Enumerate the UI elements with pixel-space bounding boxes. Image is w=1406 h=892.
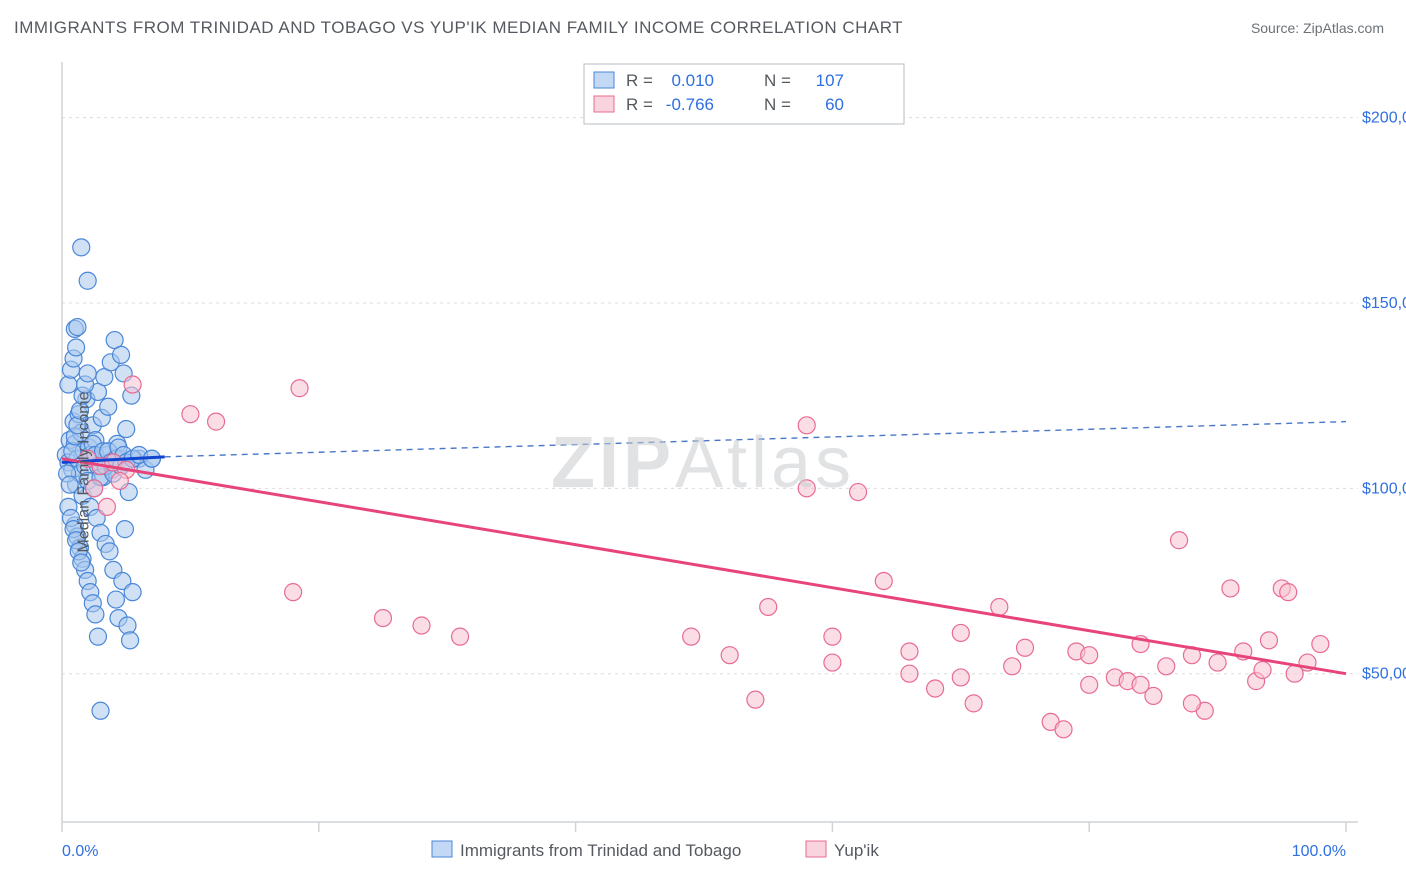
stats-n-label: N = bbox=[764, 71, 791, 90]
data-point bbox=[901, 643, 918, 660]
data-point bbox=[101, 543, 118, 560]
stats-r-value: -0.766 bbox=[666, 95, 714, 114]
data-point bbox=[111, 472, 128, 489]
source-value: ZipAtlas.com bbox=[1303, 20, 1384, 36]
data-point bbox=[118, 421, 135, 438]
legend-swatch bbox=[432, 841, 452, 857]
data-point bbox=[850, 484, 867, 501]
y-tick-label: $200,000 bbox=[1362, 110, 1406, 127]
stats-r-label: R = bbox=[626, 71, 653, 90]
data-point bbox=[182, 406, 199, 423]
stats-swatch bbox=[594, 72, 614, 88]
data-point bbox=[824, 654, 841, 671]
x-tick-label: 100.0% bbox=[1292, 843, 1346, 860]
data-point bbox=[79, 365, 96, 382]
data-point bbox=[1209, 654, 1226, 671]
data-point bbox=[124, 584, 141, 601]
data-point bbox=[927, 680, 944, 697]
data-point bbox=[69, 319, 86, 336]
data-point bbox=[1081, 647, 1098, 664]
stats-n-value: 107 bbox=[816, 71, 844, 90]
data-point bbox=[452, 628, 469, 645]
stats-r-value: 0.010 bbox=[671, 71, 714, 90]
data-point bbox=[1171, 532, 1188, 549]
data-point bbox=[798, 480, 815, 497]
data-point bbox=[116, 521, 133, 538]
data-point bbox=[1017, 639, 1034, 656]
data-point bbox=[1145, 687, 1162, 704]
data-point bbox=[1004, 658, 1021, 675]
data-point bbox=[965, 695, 982, 712]
data-point bbox=[1312, 636, 1329, 653]
data-point bbox=[98, 498, 115, 515]
data-point bbox=[73, 554, 90, 571]
stats-n-label: N = bbox=[764, 95, 791, 114]
data-point bbox=[375, 610, 392, 627]
data-point bbox=[208, 413, 225, 430]
data-point bbox=[413, 617, 430, 634]
stats-r-label: R = bbox=[626, 95, 653, 114]
data-point bbox=[60, 376, 77, 393]
data-point bbox=[92, 702, 109, 719]
stats-swatch bbox=[594, 96, 614, 112]
data-point bbox=[1260, 632, 1277, 649]
source-label: Source: bbox=[1251, 20, 1303, 36]
trend-line-extrapolated bbox=[165, 422, 1346, 457]
data-point bbox=[721, 647, 738, 664]
chart-title: IMMIGRANTS FROM TRINIDAD AND TOBAGO VS Y… bbox=[14, 18, 903, 38]
data-point bbox=[122, 632, 139, 649]
data-point bbox=[1280, 584, 1297, 601]
data-point bbox=[107, 591, 124, 608]
data-point bbox=[824, 628, 841, 645]
data-point bbox=[285, 584, 302, 601]
data-point bbox=[875, 573, 892, 590]
data-point bbox=[73, 239, 90, 256]
data-point bbox=[89, 628, 106, 645]
legend-swatch bbox=[806, 841, 826, 857]
y-tick-label: $150,000 bbox=[1362, 295, 1406, 312]
source-attribution: Source: ZipAtlas.com bbox=[1251, 20, 1384, 36]
data-point bbox=[113, 346, 130, 363]
chart-container: Median Family Income ZIPAtlas 0.0%100.0%… bbox=[0, 52, 1406, 892]
y-tick-label: $100,000 bbox=[1362, 480, 1406, 497]
y-axis-title: Median Family Income bbox=[75, 392, 93, 553]
data-point bbox=[100, 398, 117, 415]
trend-line bbox=[62, 459, 1346, 674]
legend-label: Yup'ik bbox=[834, 841, 879, 860]
data-point bbox=[291, 380, 308, 397]
legend-label: Immigrants from Trinidad and Tobago bbox=[460, 841, 741, 860]
data-point bbox=[124, 376, 141, 393]
stats-n-value: 60 bbox=[825, 95, 844, 114]
data-point bbox=[1081, 676, 1098, 693]
data-point bbox=[87, 606, 104, 623]
data-point bbox=[798, 417, 815, 434]
data-point bbox=[991, 598, 1008, 615]
data-point bbox=[1222, 580, 1239, 597]
data-point bbox=[952, 669, 969, 686]
scatter-chart: 0.0% 100.0% $50,000 $100,000 $150,000 $200,00… bbox=[0, 52, 1406, 892]
data-point bbox=[747, 691, 764, 708]
data-point bbox=[952, 624, 969, 641]
data-point bbox=[1055, 721, 1072, 738]
data-point bbox=[901, 665, 918, 682]
data-point bbox=[79, 272, 96, 289]
y-tick-label: $50,000 bbox=[1362, 666, 1406, 683]
data-point bbox=[683, 628, 700, 645]
data-point bbox=[1158, 658, 1175, 675]
data-point bbox=[1183, 695, 1200, 712]
data-point bbox=[760, 598, 777, 615]
x-tick-label: 0.0% bbox=[62, 843, 98, 860]
data-point bbox=[1254, 662, 1271, 679]
data-point bbox=[68, 339, 85, 356]
data-point bbox=[119, 617, 136, 634]
